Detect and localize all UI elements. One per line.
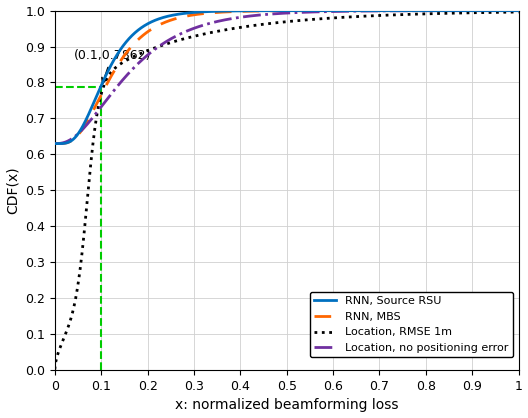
Text: (0.1,0.7862): (0.1,0.7862) [73, 49, 151, 83]
Legend: RNN, Source RSU, RNN, MBS, Location, RMSE 1m, Location, no positioning error: RNN, Source RSU, RNN, MBS, Location, RMS… [309, 292, 513, 357]
X-axis label: x: normalized beamforming loss: x: normalized beamforming loss [175, 398, 399, 413]
Y-axis label: CDF(x): CDF(x) [6, 166, 20, 214]
